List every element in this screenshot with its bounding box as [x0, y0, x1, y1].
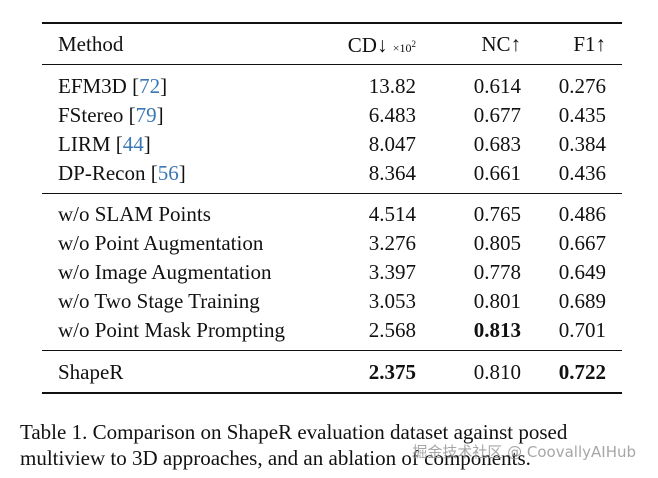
nc-value: 0.765 [473, 202, 521, 226]
cd-value: 3.397 [368, 260, 416, 284]
header-nc: NC↑ [481, 32, 521, 56]
cd-value: 8.047 [368, 132, 416, 156]
method-name: LIRM [58, 132, 111, 156]
f1-value: 0.276 [558, 74, 606, 98]
method-name: w/o Point Augmentation [58, 231, 264, 255]
header-cd-label: CD↓ [347, 33, 388, 57]
citation-link[interactable]: 44 [122, 132, 144, 156]
f1-value: 0.486 [558, 202, 606, 226]
f1-value: 0.667 [558, 231, 606, 255]
table-row: w/o Point Augmentation 3.276 0.805 0.667 [0, 229, 658, 257]
nc-value-best: 0.813 [473, 318, 521, 342]
method-name: w/o Image Augmentation [58, 260, 272, 284]
table-row: w/o Two Stage Training 3.053 0.801 0.689 [0, 287, 658, 315]
citation-link[interactable]: 72 [139, 74, 161, 98]
table-row: EFM3D [72] 13.82 0.614 0.276 [58, 74, 606, 98]
watermark: 掘金技术社区 @ CoovallyAIHub [412, 443, 636, 461]
table-row: w/o Image Augmentation 3.397 0.778 0.649 [0, 258, 658, 286]
header-f1: F1↑ [573, 32, 606, 56]
header-method: Method [58, 32, 124, 56]
table-caption: Table 1. Comparison on ShapeR evaluation… [20, 420, 568, 470]
cd-value: 3.276 [368, 231, 416, 255]
f1-value: 0.384 [558, 132, 606, 156]
method-name: w/o SLAM Points [58, 202, 211, 226]
f1-value: 0.436 [558, 161, 606, 185]
header-rule [42, 64, 622, 65]
f1-value-best: 0.722 [558, 360, 606, 384]
method-name: FStereo [58, 103, 124, 127]
cd-value: 4.514 [368, 202, 416, 226]
method-name: w/o Point Mask Prompting [58, 318, 285, 342]
table-header-row: Method CD↓ ×102 NC↑ F1↑ [0, 30, 658, 58]
nc-value: 0.801 [473, 289, 521, 313]
table-row: LIRM [44] 8.047 0.683 0.384 [58, 132, 606, 156]
section-rule [42, 193, 622, 194]
method-name: DP-Recon [58, 161, 146, 185]
nc-value: 0.778 [473, 260, 521, 284]
f1-value: 0.649 [558, 260, 606, 284]
f1-value: 0.701 [558, 318, 606, 342]
header-cd: CD↓ ×102 [348, 30, 416, 62]
nc-value: 0.805 [473, 231, 521, 255]
table-bottom-rule [42, 392, 622, 394]
table-row: DP-Recon [56] 8.364 0.661 0.436 [58, 161, 606, 185]
table-top-rule [42, 22, 622, 24]
cd-value-best: 2.375 [368, 360, 416, 384]
method-name: ShapeR [58, 360, 124, 384]
cd-value: 13.82 [368, 74, 416, 98]
citation-link[interactable]: 56 [157, 161, 179, 185]
header-cd-unit: ×102 [392, 39, 416, 55]
table-row: w/o Point Mask Prompting 2.568 0.813 0.7… [0, 316, 658, 344]
method-name: w/o Two Stage Training [58, 289, 260, 313]
table-row: FStereo [79] 6.483 0.677 0.435 [58, 103, 606, 127]
f1-value: 0.689 [558, 289, 606, 313]
cd-value: 8.364 [368, 161, 416, 185]
nc-value: 0.661 [473, 161, 521, 185]
nc-value: 0.677 [473, 103, 521, 127]
nc-value: 0.683 [473, 132, 521, 156]
f1-value: 0.435 [558, 103, 606, 127]
section-rule [42, 350, 622, 351]
cd-value: 2.568 [368, 318, 416, 342]
citation-link[interactable]: 79 [135, 103, 157, 127]
cd-value: 6.483 [368, 103, 416, 127]
table-row-ours: ShapeR 2.375 0.810 0.722 [0, 358, 658, 386]
table-row: w/o SLAM Points 4.514 0.765 0.486 [0, 200, 658, 228]
nc-value: 0.810 [473, 360, 521, 384]
nc-value: 0.614 [473, 74, 521, 98]
cd-value: 3.053 [368, 289, 416, 313]
method-name: EFM3D [58, 74, 127, 98]
